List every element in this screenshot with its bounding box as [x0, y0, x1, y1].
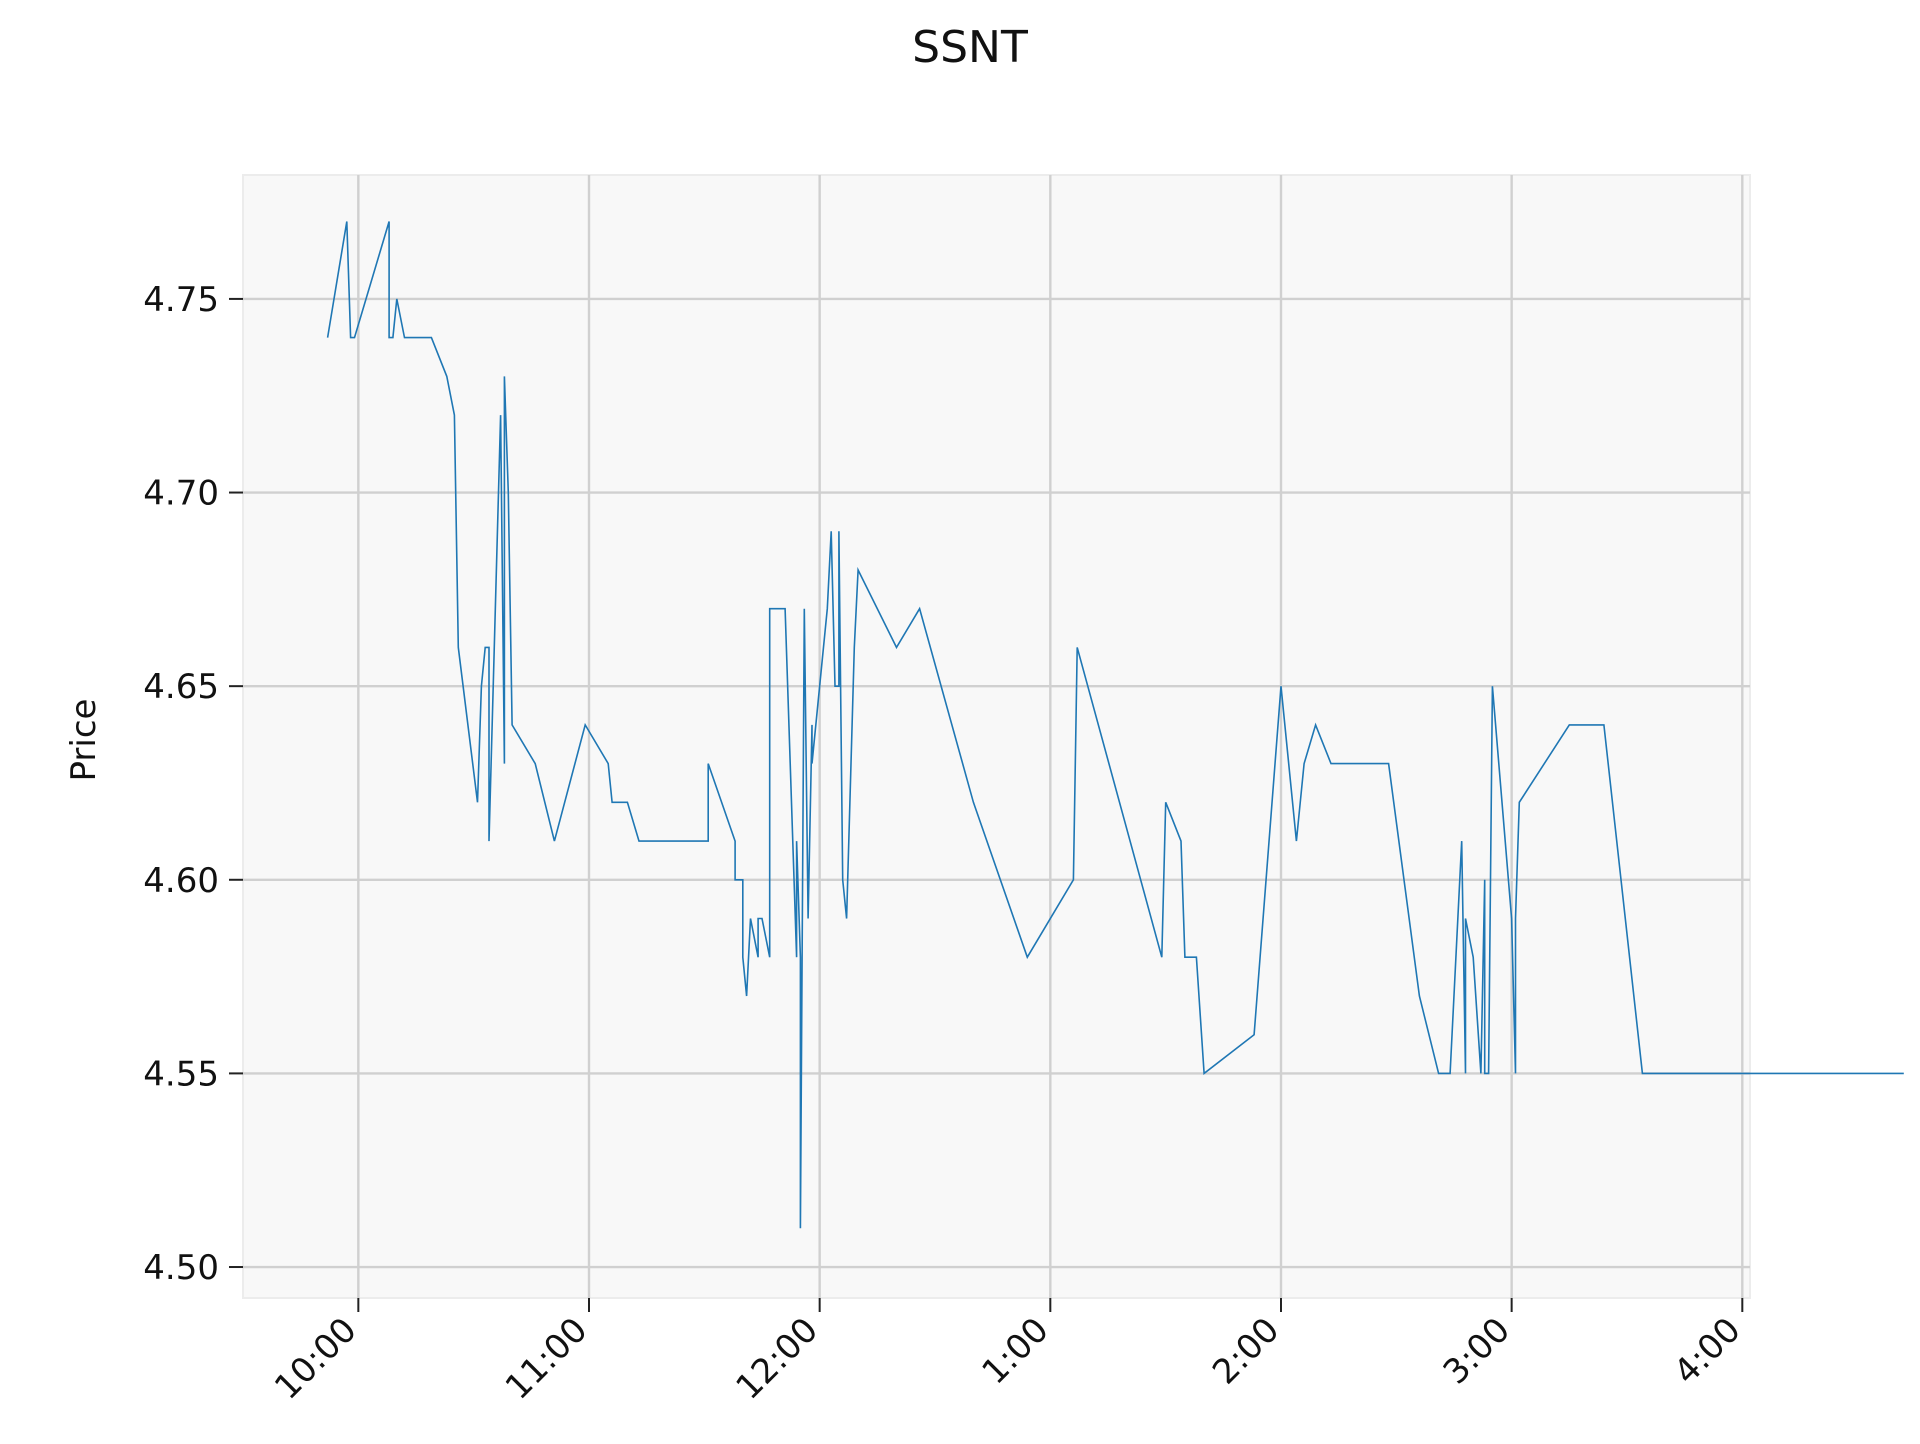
series-layer — [326, 221, 1904, 1229]
y-tick-label: 4.70 — [143, 474, 219, 514]
series-line — [326, 221, 1904, 1229]
y-tick-label: 4.65 — [143, 667, 219, 707]
y-tick-label: 4.50 — [143, 1248, 219, 1288]
y-tick-label: 4.75 — [143, 280, 219, 320]
y-tick-label: 4.60 — [143, 861, 219, 901]
y-axis-label: Price — [64, 699, 104, 782]
plot-area — [242, 174, 1751, 1299]
chart-title: SSNT — [912, 22, 1028, 73]
grid — [243, 175, 1750, 1298]
y-tick-label: 4.55 — [143, 1054, 219, 1094]
